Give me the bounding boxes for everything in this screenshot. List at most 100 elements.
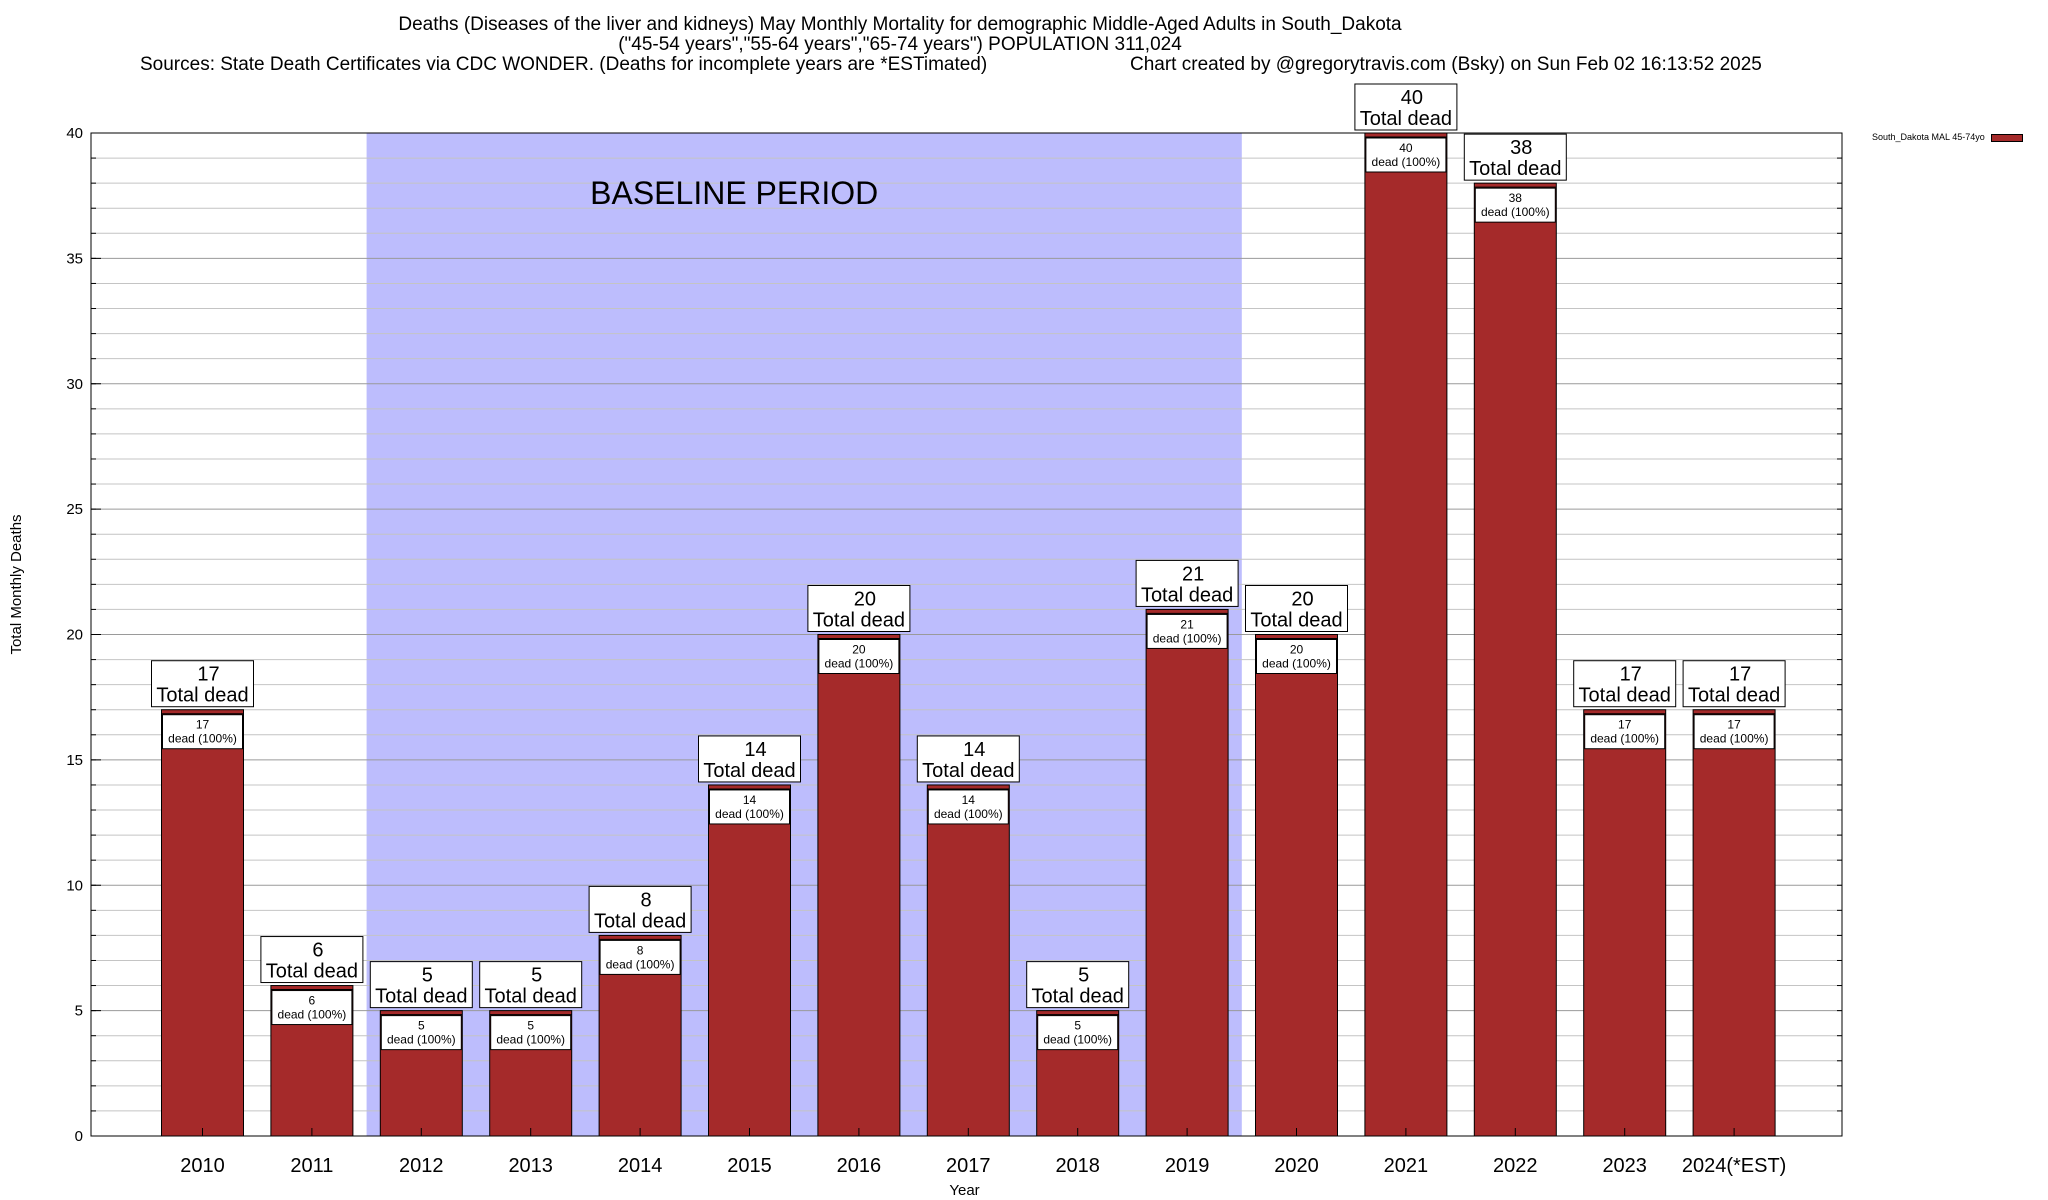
x-tick-label: 2012: [399, 1155, 444, 1177]
x-tick-label: 2020: [1274, 1155, 1319, 1177]
top-label-text: Total dead: [594, 910, 686, 932]
top-label-count: 14: [744, 739, 766, 761]
y-tick-label: 10: [66, 877, 83, 894]
top-label-count: 6: [312, 940, 323, 962]
x-tick-label: 2023: [1602, 1155, 1647, 1177]
x-tick-label: 2021: [1384, 1155, 1429, 1177]
top-label-text: Total dead: [266, 961, 358, 983]
inner-label-text: dead (100%): [1372, 155, 1441, 169]
bar: [1583, 709, 1667, 1137]
top-label-count: 20: [1291, 589, 1313, 611]
inner-label-count: 17: [1727, 718, 1741, 732]
y-axis-label: Total Monthly Deaths: [8, 514, 25, 654]
top-label-text: Total dead: [1579, 685, 1671, 707]
top-label-text: Total dead: [1141, 584, 1233, 606]
inner-label-box: [1474, 187, 1556, 223]
inner-label-box: [162, 714, 243, 750]
top-label-box: [1026, 961, 1130, 1009]
top-label-text: Total dead: [1688, 685, 1780, 707]
x-tick-label: 2015: [727, 1155, 772, 1177]
y-tick-label: 40: [66, 125, 83, 142]
top-label-text: Total dead: [922, 760, 1014, 782]
inner-label-box: [1256, 639, 1337, 674]
inner-label-count: 40: [1399, 141, 1413, 155]
top-label-text: Total dead: [485, 986, 577, 1008]
top-label-count: 5: [1078, 965, 1089, 987]
x-axis-label: Year: [949, 1182, 979, 1199]
legend-label: South_Dakota MAL 45-74yo: [1872, 132, 1985, 142]
inner-label-text: dead (100%): [1153, 631, 1222, 645]
inner-label-box: [1146, 613, 1228, 649]
top-label-box: [369, 961, 473, 1009]
inner-label-count: 20: [1290, 643, 1304, 657]
x-tick-label: 2019: [1165, 1155, 1210, 1177]
top-label-count: 5: [531, 965, 542, 987]
top-label-box: [260, 936, 364, 984]
inner-label-box: [490, 1015, 572, 1051]
inner-label-text: dead (100%): [1262, 657, 1331, 671]
x-tick-label: 2013: [508, 1155, 553, 1177]
top-label-box: [807, 585, 911, 632]
legend: South_Dakota MAL 45-74yo: [1872, 132, 2023, 142]
inner-label-count: 6: [309, 994, 316, 1008]
inner-label-text: dead (100%): [1700, 732, 1769, 746]
top-label-box: [479, 961, 583, 1009]
y-tick-label: 20: [66, 627, 83, 644]
bar: [708, 784, 791, 1137]
inner-label-text: dead (100%): [825, 657, 894, 671]
y-tick-label: 25: [66, 501, 83, 518]
top-label-box: [698, 735, 801, 783]
legend-swatch: [1990, 133, 2023, 142]
inner-label-count: 5: [527, 1019, 534, 1033]
inner-label-count: 17: [196, 718, 210, 732]
inner-label-text: dead (100%): [1481, 205, 1550, 219]
inner-label-text: dead (100%): [1043, 1033, 1112, 1047]
inner-label-count: 14: [743, 793, 757, 807]
inner-label-box: [709, 789, 790, 825]
baseline-label: BASELINE PERIOD: [590, 175, 878, 211]
bar: [817, 634, 901, 1137]
top-label-count: 20: [854, 589, 876, 611]
x-tick-label: 2018: [1055, 1155, 1100, 1177]
bar: [1473, 182, 1557, 1137]
bar: [1364, 132, 1448, 1137]
y-tick-label: 35: [66, 250, 83, 267]
top-label-text: Total dead: [1250, 610, 1342, 632]
inner-label-box: [1693, 714, 1775, 750]
inner-label-text: dead (100%): [1590, 732, 1659, 746]
inner-label-text: dead (100%): [278, 1008, 347, 1022]
x-tick-label: 2014: [618, 1155, 663, 1177]
top-label-box: [588, 885, 692, 933]
x-tick-label: 2022: [1493, 1155, 1538, 1177]
top-label-box: [1354, 83, 1458, 131]
bar: [1692, 709, 1776, 1137]
inner-label-box: [599, 939, 681, 975]
bar: [1255, 634, 1338, 1137]
inner-label-count: 5: [418, 1019, 425, 1033]
inner-label-box: [818, 639, 900, 674]
top-label-text: Total dead: [813, 610, 905, 632]
top-label-text: Total dead: [1469, 158, 1561, 180]
inner-label-count: 21: [1180, 617, 1194, 631]
sources-text: Sources: State Death Certificates via CD…: [140, 54, 988, 75]
x-tick-label: 2024(*EST): [1682, 1155, 1787, 1177]
y-tick-label: 5: [75, 1003, 83, 1020]
chart-credit: Chart created by @gregorytravis.com (Bsk…: [1130, 54, 1762, 75]
top-label-text: Total dead: [375, 986, 467, 1008]
top-label-box: [916, 735, 1020, 783]
inner-label-box: [1584, 714, 1666, 750]
x-tick-label: 2017: [946, 1155, 991, 1177]
top-label-box: [1245, 585, 1348, 632]
top-label-box: [1573, 660, 1677, 708]
top-label-count: 38: [1510, 137, 1532, 159]
inner-label-count: 14: [962, 793, 976, 807]
top-label-text: Total dead: [1032, 986, 1124, 1008]
bar: [1145, 608, 1229, 1137]
top-label-text: Total dead: [703, 760, 795, 782]
inner-label-count: 5: [1074, 1019, 1081, 1033]
chart-title-line-1: Deaths (Diseases of the liver and kidney…: [398, 14, 1402, 35]
top-label-count: 17: [1729, 664, 1751, 686]
top-label-box: [1682, 660, 1786, 708]
top-label-count: 8: [641, 889, 652, 911]
top-label-count: 21: [1182, 563, 1204, 585]
